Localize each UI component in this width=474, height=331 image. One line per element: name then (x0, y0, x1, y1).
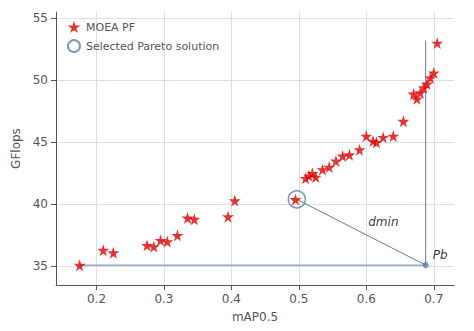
svg-text:Selected Pareto solution: Selected Pareto solution (86, 40, 219, 53)
svg-text:55: 55 (33, 11, 48, 25)
svg-text:GFlops: GFlops (9, 128, 23, 169)
svg-text:0.7: 0.7 (424, 292, 443, 306)
svg-text:0.6: 0.6 (357, 292, 376, 306)
svg-text:MOEA PF: MOEA PF (86, 21, 135, 34)
svg-text:0.4: 0.4 (222, 292, 241, 306)
svg-text:0.2: 0.2 (87, 292, 106, 306)
svg-text:45: 45 (33, 135, 48, 149)
svg-text:50: 50 (33, 73, 48, 87)
svg-text:mAP0.5: mAP0.5 (232, 310, 278, 324)
svg-text:dmin: dmin (368, 215, 398, 229)
svg-text:35: 35 (33, 259, 48, 273)
svg-text:0.5: 0.5 (289, 292, 308, 306)
svg-text:0.3: 0.3 (154, 292, 173, 306)
svg-text:Pb: Pb (433, 248, 448, 262)
svg-text:40: 40 (33, 197, 48, 211)
